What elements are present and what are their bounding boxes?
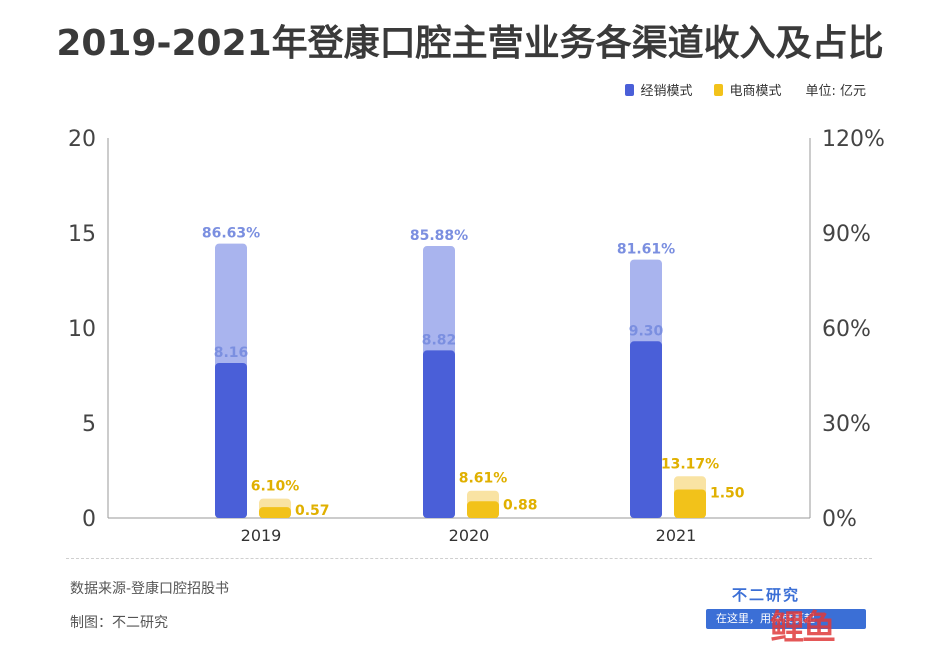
y-tick-label-right: 60%	[822, 317, 871, 342]
data-label-ecommerce-value: 0.57	[295, 503, 330, 519]
x-tick-label: 2021	[656, 526, 697, 545]
y-tick-label-left: 5	[82, 412, 96, 437]
y-tick-label-left: 0	[82, 507, 96, 532]
data-label-distribution-share: 81.61%	[617, 242, 675, 258]
data-label-distribution-value: 8.16	[214, 345, 249, 361]
data-label-ecommerce-share: 8.61%	[459, 471, 508, 487]
bar-ecommerce-value	[467, 501, 499, 518]
legend-item-ecommerce: 电商模式	[714, 80, 781, 99]
y-tick-label-left: 20	[68, 127, 96, 152]
data-source: 数据来源-登康口腔招股书	[70, 581, 230, 597]
logo-watermark: 鲤鱼	[770, 608, 836, 648]
legend: 经销模式 电商模式 单位: 亿元	[625, 80, 866, 99]
data-label-ecommerce-value: 0.88	[503, 497, 538, 513]
data-label-ecommerce-share: 6.10%	[251, 479, 300, 495]
y-tick-label-left: 10	[68, 317, 96, 342]
x-tick-label: 2019	[241, 526, 282, 545]
legend-swatch-distribution	[625, 83, 635, 96]
y-tick-label-right: 90%	[822, 222, 871, 247]
y-tick-label-right: 120%	[822, 127, 885, 152]
bar-distribution-value	[630, 341, 662, 518]
bar-chart: 0 5 10 15 20 0% 30% 60% 90% 120% 2019 86.63% 8.16 6.1…	[68, 127, 885, 545]
brand-name: 不二研究	[732, 586, 801, 604]
chart-title: 2019-2021年登康口腔主营业务各渠道收入及占比	[56, 23, 884, 64]
brand-slogan: 在这里，用深度赢起	[706, 609, 866, 629]
data-label-ecommerce-share: 13.17%	[661, 456, 719, 472]
chart-maker: 制图：不二研究	[70, 615, 168, 631]
unit-label: 单位: 亿元	[805, 84, 866, 99]
y-tick-label-right: 30%	[822, 412, 871, 437]
data-label-distribution-value: 9.30	[629, 323, 664, 339]
bar-distribution-value	[423, 350, 455, 518]
data-label-distribution-share: 86.63%	[202, 226, 260, 242]
legend-label-distribution: 经销模式	[640, 84, 693, 99]
footer-divider	[66, 558, 872, 559]
y-tick-label-right: 0%	[822, 507, 857, 532]
data-label-distribution-value: 8.82	[422, 332, 457, 348]
legend-swatch-ecommerce	[714, 83, 724, 96]
bar-ecommerce-value	[674, 489, 706, 518]
bar-distribution-value	[215, 362, 247, 518]
legend-label-ecommerce: 电商模式	[729, 84, 782, 99]
data-label-distribution-share: 85.88%	[410, 228, 468, 244]
bar-ecommerce-value	[259, 507, 291, 518]
data-label-ecommerce-value: 1.50	[710, 486, 745, 502]
x-tick-label: 2020	[449, 526, 490, 545]
legend-item-distribution: 经销模式	[625, 80, 692, 99]
y-tick-label-left: 15	[68, 222, 96, 247]
